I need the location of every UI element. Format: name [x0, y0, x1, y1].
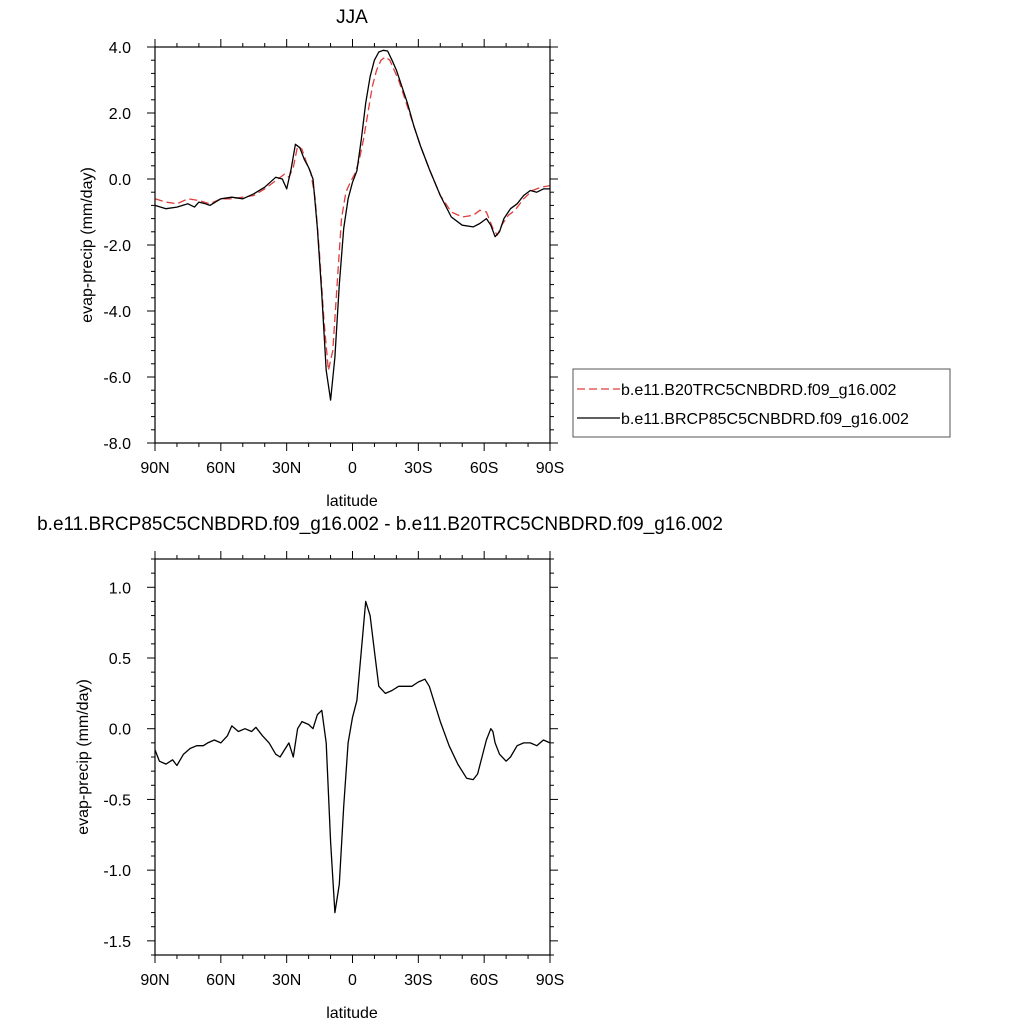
y-tick-label: -8.0 — [103, 436, 131, 453]
series-line-0 — [154, 600, 551, 914]
y-tick-label: -0.5 — [103, 792, 131, 809]
plot-frame — [154, 558, 551, 956]
series-line-0 — [154, 56, 551, 372]
y-tick-label: 1.0 — [109, 580, 131, 597]
axis-ticks: 90N 60N 30N 0 30S 60S 90S 1.0 0.5 0.0 -0.5 -1.0 -1.5 — [103, 551, 564, 989]
x-tick-label: 60N — [206, 972, 235, 989]
y-tick-label: 2.0 — [109, 106, 131, 123]
y-tick-label: -1.0 — [103, 863, 131, 880]
x-tick-label: 0 — [348, 972, 357, 989]
y-tick-label: 4.0 — [109, 40, 131, 57]
y-tick-label: -1.5 — [103, 934, 131, 951]
chart-difference: b.e11.BRCP85C5CNBDRD.f09_g16.002 - b.e11… — [37, 514, 723, 1022]
x-tick-label: 90N — [140, 460, 169, 477]
legend-label-rcp85: b.e11.BRCP85C5CNBDRD.f09_g16.002 — [621, 411, 909, 428]
x-tick-label: 30N — [272, 460, 301, 477]
series-group — [154, 49, 551, 401]
x-tick-label: 60S — [470, 972, 498, 989]
legend-label-historical: b.e11.B20TRC5CNBDRD.f09_g16.002 — [621, 382, 897, 399]
legend: b.e11.B20TRC5CNBDRD.f09_g16.002 b.e11.BR… — [572, 368, 951, 438]
x-tick-label: 30S — [404, 972, 432, 989]
y-axis-label: evap-precip (mm/day) — [75, 679, 92, 835]
x-tick-label: 60N — [206, 460, 235, 477]
chart-jja: JJA evap-precip (mm/day) latitude 90N 60N… — [79, 7, 951, 510]
series-line-1 — [154, 49, 550, 401]
chart-title: b.e11.BRCP85C5CNBDRD.f09_g16.002 - b.e11… — [37, 514, 723, 535]
y-tick-label: -6.0 — [103, 370, 131, 387]
plot-frame — [154, 46, 551, 444]
x-axis-label: latitude — [326, 493, 378, 510]
x-tick-label: 30S — [404, 460, 432, 477]
x-axis-label: latitude — [326, 1005, 378, 1022]
x-tick-label: 60S — [470, 460, 498, 477]
y-tick-label: 0.5 — [109, 651, 131, 668]
y-tick-label: 0.0 — [109, 172, 131, 189]
series-group — [154, 600, 551, 914]
chart-title: JJA — [336, 7, 368, 28]
y-tick-label: -2.0 — [103, 238, 131, 255]
x-tick-label: 30N — [272, 972, 301, 989]
x-tick-label: 90S — [536, 972, 564, 989]
y-tick-label: -4.0 — [103, 304, 131, 321]
axis-ticks: 90N 60N 30N 0 30S 60S 90S 4.0 2.0 0.0 -2.0 -4.0 -6.0… — [103, 39, 564, 477]
legend-box — [572, 368, 951, 438]
y-axis-label: evap-precip (mm/day) — [79, 167, 96, 323]
y-tick-label: 0.0 — [109, 722, 131, 739]
x-tick-label: 0 — [348, 460, 357, 477]
x-tick-label: 90N — [140, 972, 169, 989]
x-tick-label: 90S — [536, 460, 564, 477]
